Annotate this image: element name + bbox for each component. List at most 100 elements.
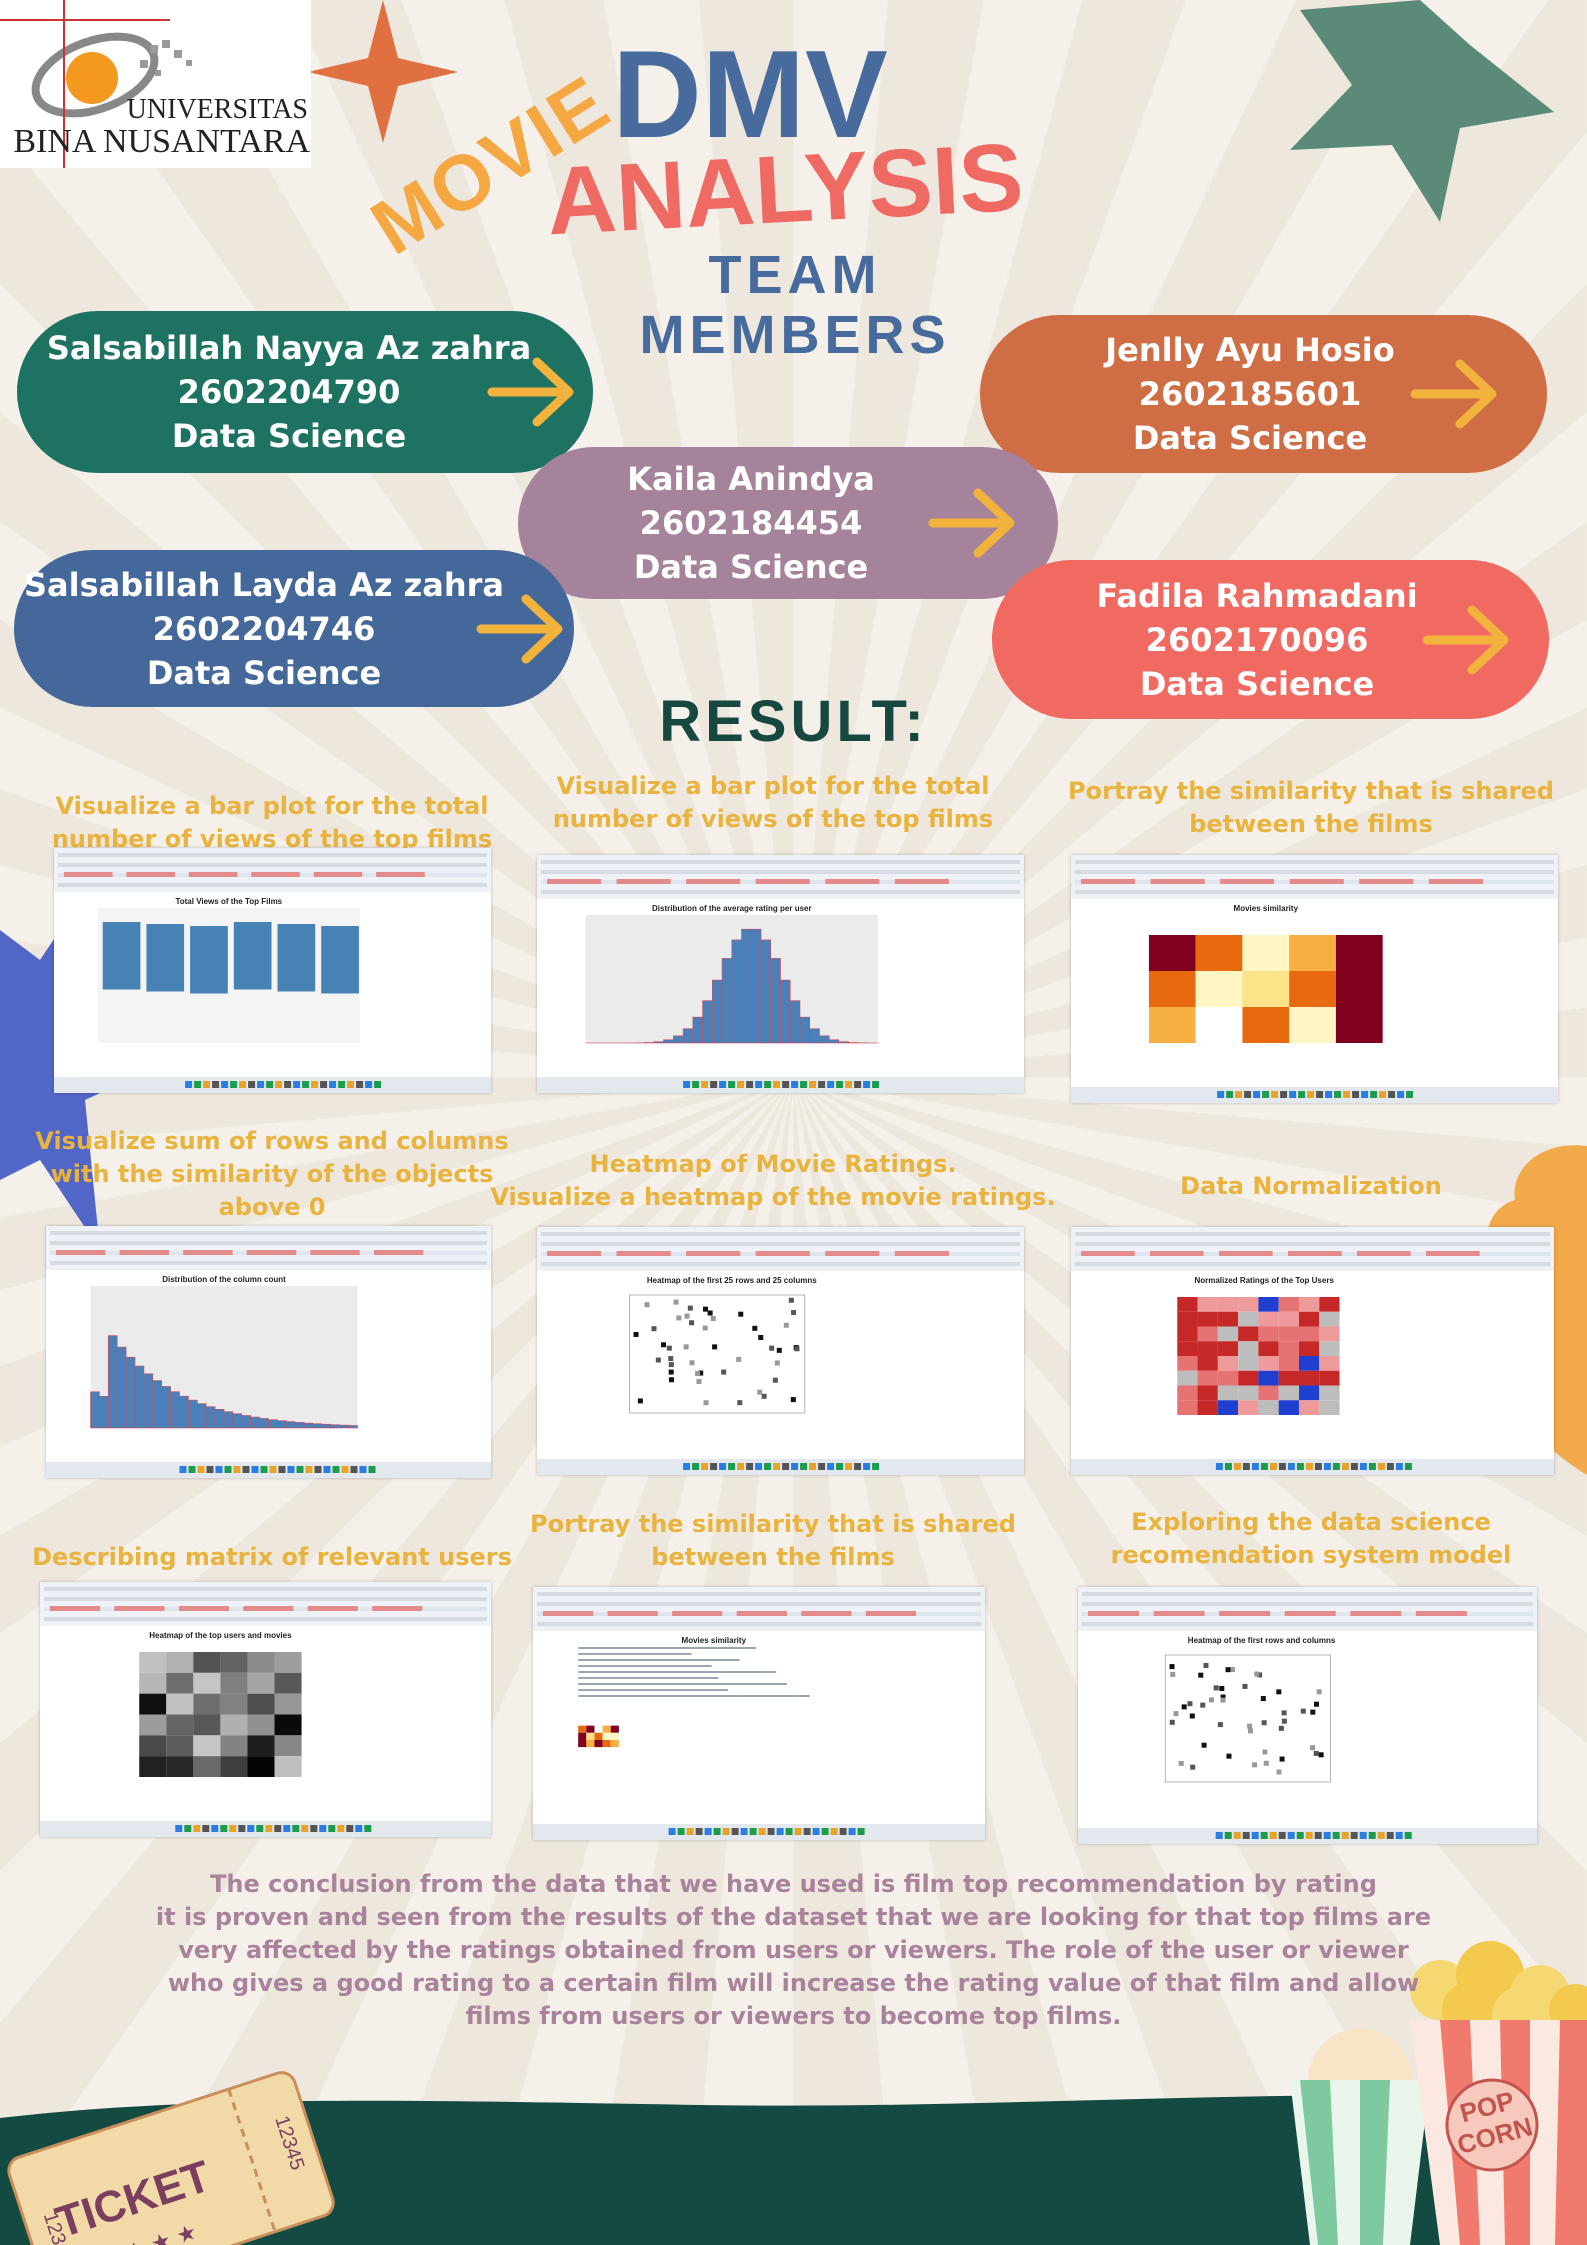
taskbar-icon bbox=[355, 1825, 363, 1832]
image-block bbox=[663, 1039, 674, 1044]
image-block bbox=[1278, 1400, 1299, 1415]
image-block bbox=[707, 1310, 713, 1316]
file-tab bbox=[736, 1611, 787, 1616]
image-block bbox=[312, 1423, 323, 1429]
taskbar-icon bbox=[368, 1466, 376, 1473]
toolbar-line bbox=[1075, 1262, 1550, 1266]
image-block bbox=[655, 1357, 661, 1363]
image-block bbox=[116, 1346, 127, 1429]
taskbar-icon bbox=[758, 1828, 766, 1835]
taskbar-icon bbox=[1323, 1832, 1331, 1839]
taskbar-icon bbox=[1287, 1832, 1295, 1839]
file-tab bbox=[1289, 879, 1344, 884]
taskbar-icon bbox=[1305, 1463, 1313, 1470]
image-block bbox=[1252, 1762, 1258, 1768]
taskbar-icon bbox=[337, 1825, 345, 1832]
file-tab bbox=[1357, 1251, 1411, 1256]
taskbar-icon bbox=[1359, 1832, 1367, 1839]
image-block bbox=[736, 1356, 742, 1362]
logo-ball bbox=[66, 52, 118, 104]
taskbar bbox=[537, 1077, 1024, 1093]
image-block bbox=[139, 1693, 167, 1715]
image-block bbox=[750, 928, 762, 1044]
file-tab bbox=[543, 1611, 594, 1616]
popcorn: POP CORN bbox=[1290, 1941, 1587, 2245]
file-tab bbox=[126, 872, 175, 877]
image-block bbox=[1217, 1385, 1239, 1401]
taskbar-icon bbox=[320, 1081, 328, 1088]
image-block bbox=[1197, 1400, 1218, 1415]
arrow bbox=[1422, 605, 1509, 674]
taskbar bbox=[537, 1459, 1024, 1475]
chart-title: Distribution of the column count bbox=[162, 1275, 286, 1284]
taskbar-icon bbox=[695, 1828, 703, 1835]
image-block bbox=[1220, 1697, 1226, 1703]
file-tab bbox=[183, 1250, 233, 1255]
chart-title: Movies similarity bbox=[682, 1636, 747, 1645]
image-block bbox=[1197, 1311, 1218, 1327]
taskbar-icon bbox=[701, 1081, 709, 1088]
taskbar-icon bbox=[248, 1081, 256, 1088]
toolbar-line bbox=[50, 1241, 487, 1245]
image-block bbox=[683, 1344, 689, 1350]
taskbar-icon bbox=[827, 1081, 835, 1088]
taskbar-icon bbox=[740, 1828, 748, 1835]
taskbar-icon bbox=[266, 1081, 274, 1088]
taskbar-icon bbox=[794, 1828, 802, 1835]
logo-line1: UNIVERSITAS bbox=[127, 94, 308, 125]
image-block bbox=[146, 924, 185, 992]
taskbar-icon bbox=[301, 1825, 309, 1832]
image-block bbox=[179, 1395, 189, 1429]
image-block bbox=[774, 1360, 780, 1366]
image-block bbox=[193, 1652, 221, 1673]
file-tab bbox=[310, 1250, 360, 1255]
taskbar-icon bbox=[845, 1081, 853, 1088]
image-block bbox=[1262, 1749, 1268, 1755]
image-block bbox=[1177, 1370, 1198, 1386]
star-orange bbox=[308, 0, 458, 143]
image-block bbox=[1314, 1701, 1320, 1707]
taskbar-icon bbox=[283, 1825, 291, 1832]
taskbar-icon bbox=[221, 1081, 229, 1088]
taskbar-icon bbox=[1305, 1832, 1313, 1839]
taskbar-icon bbox=[1316, 1091, 1324, 1098]
chart-image bbox=[629, 1294, 806, 1414]
taskbar-icon bbox=[1233, 1463, 1241, 1470]
cup-stripes bbox=[1300, 2080, 1390, 2245]
image-block bbox=[1198, 1672, 1204, 1678]
image-block bbox=[1178, 1760, 1184, 1766]
taskbar-icon bbox=[668, 1828, 676, 1835]
taskbar-icon bbox=[755, 1463, 763, 1470]
taskbar-icon bbox=[1260, 1832, 1268, 1839]
member-major: Data Science bbox=[633, 548, 869, 586]
image-block bbox=[223, 1411, 234, 1429]
toolbar-line bbox=[541, 890, 1020, 894]
arrow-shape bbox=[487, 357, 574, 427]
file-tab bbox=[188, 872, 238, 877]
image-block bbox=[710, 1316, 716, 1322]
image-block bbox=[107, 1335, 118, 1429]
image-block bbox=[1319, 1370, 1340, 1386]
image-block bbox=[139, 1672, 167, 1694]
file-tab bbox=[376, 872, 425, 877]
image-block bbox=[702, 1325, 708, 1331]
image-block bbox=[1242, 1007, 1290, 1043]
toolbar-line bbox=[541, 870, 1020, 874]
image-block bbox=[1278, 1326, 1299, 1342]
image-block bbox=[1298, 1370, 1320, 1386]
footer-band bbox=[0, 2095, 1587, 2245]
image-block bbox=[1197, 1297, 1218, 1312]
image-block bbox=[1220, 1694, 1226, 1700]
taskbar-icon bbox=[1388, 1091, 1396, 1098]
image-block bbox=[247, 1756, 275, 1777]
taskbar-icon bbox=[188, 1466, 196, 1473]
image-block bbox=[772, 1377, 778, 1383]
taskbar-icon bbox=[311, 1081, 319, 1088]
taskbar-icon bbox=[1397, 1091, 1405, 1098]
file-tab bbox=[372, 1606, 423, 1611]
member-name: Fadila Rahmadani bbox=[1096, 576, 1418, 615]
logo: UNIVERSITAS BINA NUSANTARA bbox=[0, 0, 311, 168]
taskbar-icon bbox=[809, 1081, 817, 1088]
member-major: Data Science bbox=[171, 417, 407, 455]
